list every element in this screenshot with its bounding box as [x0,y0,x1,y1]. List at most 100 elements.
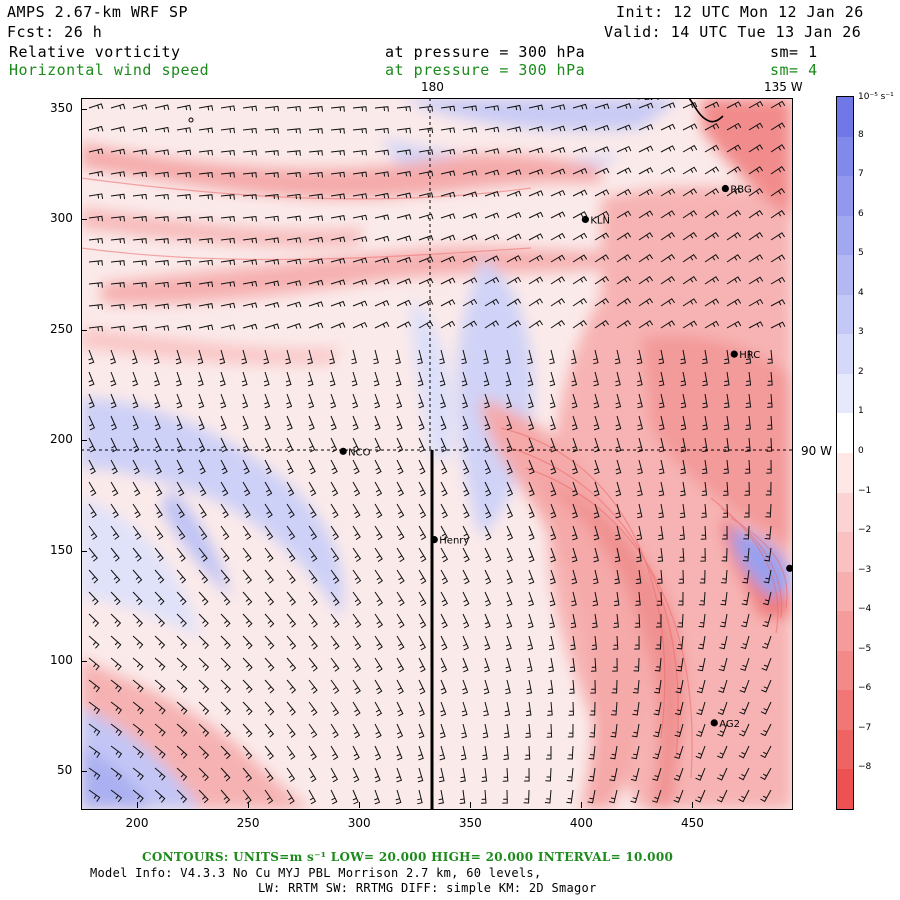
x-tick [692,802,694,808]
wind-barb [616,232,632,241]
wind-barb [635,569,642,585]
wind-barb [88,103,104,110]
wind-barb [658,503,664,519]
wind-barb [352,503,361,519]
colorbar-swatch [837,729,853,770]
wind-barb [723,393,730,409]
wind-barb [176,393,183,409]
wind-barb [396,278,412,285]
wind-barb [654,657,662,672]
wind-barb [723,349,730,365]
wind-barb [770,299,786,307]
wind-barb [154,613,166,628]
station-label: HRC [739,350,760,361]
wind-barb [286,172,301,178]
wind-barb [748,276,764,285]
wind-barb [528,459,535,475]
wind-barb [528,254,544,263]
wind-barb [638,254,654,263]
wind-barb [680,415,687,431]
wind-barb [264,569,274,584]
wind-barb [440,591,448,607]
wind-barb [653,723,662,738]
wind-barb [88,170,104,177]
forecast-hour: Fcst: 26 h [7,23,103,41]
wind-barb [352,767,360,783]
wind-barb [264,679,275,694]
wind-barb [132,789,144,803]
wind-barb [330,415,337,431]
wind-barb [88,237,103,244]
wind-barb [460,767,466,783]
wind-barb [440,613,448,629]
wind-barb [484,525,492,541]
wind-barb [549,613,556,629]
wind-barb [674,723,684,738]
wind-barb [550,547,557,563]
station-marker [730,350,738,358]
wind-barb [654,679,662,694]
wind-barb [762,613,772,628]
wind-barb [678,569,684,584]
wind-barb [242,525,252,540]
wind-barb [484,320,500,329]
wind-barb [242,459,250,475]
wind-barb [766,437,773,452]
wind-barb [550,320,566,329]
wind-barb [682,276,698,285]
wind-barb [439,371,446,387]
wind-barb [374,321,390,329]
wind-barb [176,569,187,584]
wind-barb [528,525,535,541]
wind-barb [132,657,144,671]
wind-barb [588,767,596,782]
wind-barb [308,215,324,221]
wind-barb [723,459,729,474]
wind-barb [176,238,191,244]
wind-barb [286,679,297,694]
wind-barb [176,613,187,628]
wind-barb [242,237,258,244]
wind-barb [198,303,214,309]
wind-barb [176,503,185,519]
wind-barb [308,767,317,783]
wind-barb [506,255,522,263]
wind-barb [766,415,773,430]
wind-barb [330,171,345,178]
colorbar-swatch [837,769,853,810]
wind-barb [594,254,610,263]
wind-barb [330,679,340,694]
wind-barb [616,276,632,285]
wind-barb [697,635,706,650]
wind-barb [110,657,122,671]
wind-barb [418,613,427,629]
wind-barb [264,259,280,265]
colorbar-level-label: −1 [858,485,872,496]
wind-barb [682,166,698,175]
station-label: LVT [644,98,662,103]
wind-barb [462,459,470,475]
wind-barb [242,503,251,519]
wind-barb [132,282,147,288]
wind-barb [638,276,654,285]
wind-barb [590,679,596,694]
wind-barb [634,635,640,650]
wind-barb [396,569,405,585]
wind-barb [726,210,742,219]
wind-barbs [88,100,786,805]
wind-barb [110,415,117,431]
wind-barb [352,745,360,761]
wind-barb [264,105,279,112]
wind-barb [652,745,662,760]
wind-barb [658,459,665,475]
wind-barb [461,723,468,739]
map-plot-area[interactable]: LVT RBG KLN HRC NCO Henry AG2 [81,98,792,809]
wind-barb [242,323,258,330]
wind-barb [594,276,610,285]
wind-barb [506,298,522,307]
wind-barb [264,745,274,760]
wind-barb [528,298,544,307]
wind-barb [374,278,390,285]
wind-barb [594,189,610,197]
wind-barb [656,614,662,628]
